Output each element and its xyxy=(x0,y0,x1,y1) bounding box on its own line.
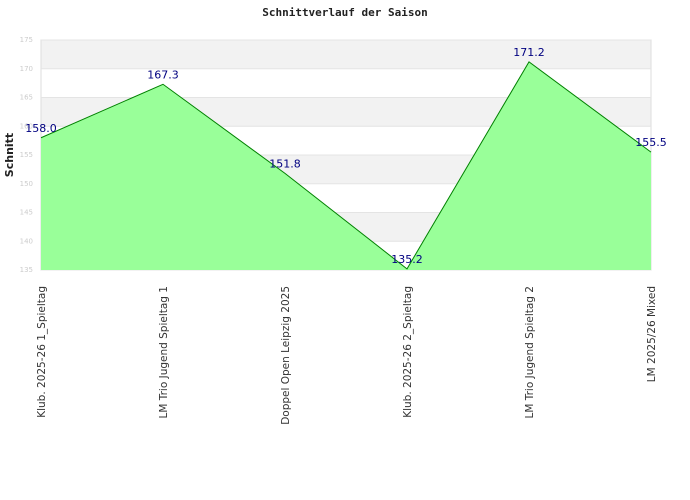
x-tick-label: LM 2025/26 Mixed xyxy=(646,286,658,382)
chart-title: Schnittverlauf der Saison xyxy=(262,6,428,19)
y-axis-label: Schnitt xyxy=(3,133,16,177)
data-label: 135.2 xyxy=(391,253,423,266)
x-tick-label: LM Trio Jugend Spieltag 2 xyxy=(524,286,536,419)
y-tick-label: 145 xyxy=(20,209,33,217)
x-tick-label: Klub. 2025-26 2_Spieltag xyxy=(402,286,414,418)
y-tick-label: 160 xyxy=(20,122,33,130)
x-tick-label: LM Trio Jugend Spieltag 1 xyxy=(158,286,170,419)
y-tick-label: 150 xyxy=(20,180,33,188)
y-tick-label: 135 xyxy=(20,266,33,274)
y-tick-label: 165 xyxy=(20,94,33,102)
x-tick-label: Doppel Open Leipzig 2025 xyxy=(280,286,292,425)
y-tick-label: 155 xyxy=(20,151,33,159)
plot-band xyxy=(41,40,651,69)
data-label: 155.5 xyxy=(635,136,667,149)
y-tick-label: 175 xyxy=(20,36,33,44)
data-label: 167.3 xyxy=(147,68,179,81)
data-label: 171.2 xyxy=(513,46,545,59)
y-tick-label: 140 xyxy=(20,237,33,245)
data-label: 158.0 xyxy=(25,122,57,135)
line xyxy=(40,61,652,270)
y-tick-label: 170 xyxy=(20,65,33,73)
data-label: 151.8 xyxy=(269,157,301,170)
x-tick-label: Klub. 2025-26 1_Spieltag xyxy=(36,286,48,418)
